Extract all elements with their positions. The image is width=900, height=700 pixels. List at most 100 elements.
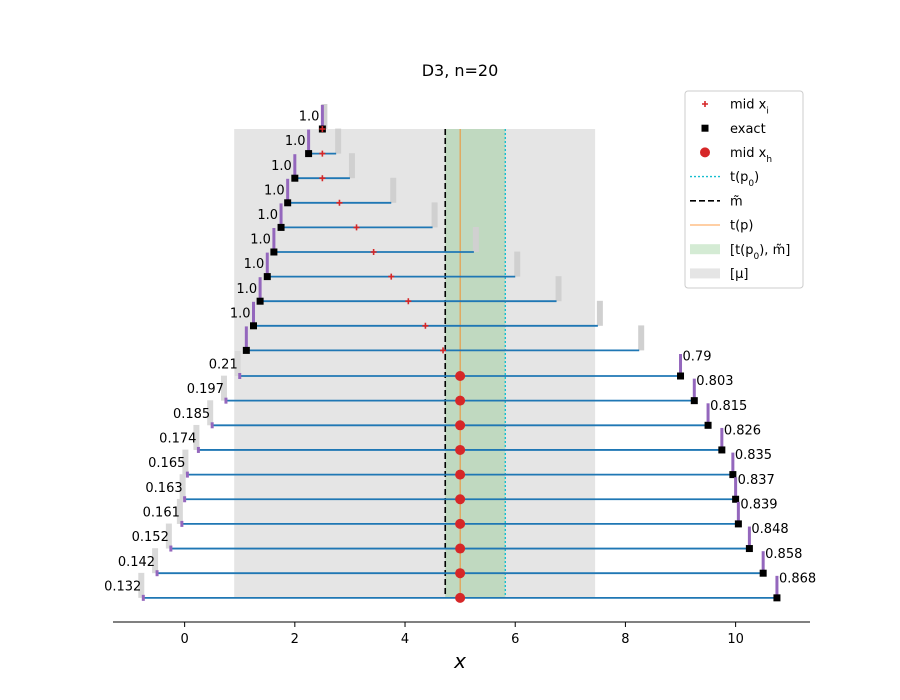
lower-right-value-label: 0.848 — [751, 522, 788, 537]
exact-marker — [759, 569, 767, 577]
exact-marker — [291, 174, 299, 182]
lower-purple-bar — [775, 575, 779, 598]
lower-right-value-label: 0.815 — [710, 399, 747, 414]
exact-marker — [270, 248, 278, 256]
upper-right-ghost-bar — [472, 227, 479, 252]
lower-left-end-mark — [169, 545, 173, 552]
upper-right-ghost-bar — [335, 128, 342, 154]
upper-value-label: 1.0 — [257, 208, 278, 223]
lower-purple-bar — [734, 477, 738, 500]
lower-purple-bar — [679, 354, 683, 376]
lower-left-ghost-bar — [182, 449, 189, 475]
exact-marker — [729, 471, 737, 479]
legend-exact-icon — [701, 124, 709, 132]
legend-label: exact — [730, 122, 766, 137]
lower-right-value-label: 0.803 — [696, 374, 733, 389]
chart-title: D3, n=20 — [422, 61, 499, 80]
lower-left-end-mark — [238, 373, 242, 379]
legend-label: t(p) — [730, 219, 754, 234]
mid-xh-marker — [455, 420, 466, 431]
legend-label: mid xh — [730, 146, 772, 165]
upper-value-label: 1.0 — [271, 159, 292, 174]
lower-left-value-label: 0.152 — [132, 530, 169, 545]
mid-xh-marker — [455, 371, 466, 381]
upper-purple-bar — [307, 129, 311, 154]
lower-left-ghost-bar — [165, 523, 172, 549]
legend-mid-xi-icon — [702, 101, 708, 107]
lower-left-value-label: 0.21 — [209, 358, 238, 373]
legend-grey-band-icon — [690, 268, 720, 279]
lower-right-value-label: 0.839 — [740, 497, 777, 512]
lower-purple-bar — [736, 501, 740, 524]
x-axis: 0 2 4 6 8 10 — [113, 621, 810, 647]
mid-xh-marker — [455, 592, 466, 603]
lower-left-end-mark — [185, 471, 189, 478]
x-tick-label: 8 — [621, 632, 629, 647]
legend-mid-xh-icon — [700, 147, 710, 158]
mid-xh-marker — [455, 568, 466, 579]
upper-purple-bar — [244, 326, 248, 351]
mid-xi-marker — [440, 347, 447, 354]
lower-left-value-label: 0.142 — [118, 555, 155, 570]
exact-marker — [242, 346, 250, 354]
exact-marker — [677, 372, 685, 380]
lower-purple-bar — [731, 452, 735, 475]
lower-purple-bar — [761, 551, 765, 574]
mid-xh-marker — [455, 469, 466, 480]
mid-xi-marker — [422, 322, 429, 329]
exact-marker — [250, 322, 258, 330]
lower-right-value-label: 0.837 — [738, 473, 775, 488]
x-tick-label: 10 — [727, 632, 744, 647]
lower-left-value-label: 0.174 — [159, 432, 196, 447]
lower-left-ghost-bar — [234, 351, 241, 376]
lower-left-ghost-bar — [193, 424, 200, 450]
upper-purple-bar — [286, 178, 290, 203]
upper-right-ghost-bar — [514, 251, 521, 277]
x-axis-label: x — [453, 649, 466, 673]
lower-left-value-label: 0.197 — [187, 382, 224, 397]
mid-xi-marker — [370, 249, 377, 255]
upper-right-ghost-bar — [390, 177, 397, 203]
upper-value-label: 1.0 — [236, 282, 257, 297]
interval-rows: 1.0 1.0 1.0 1.0 1.0 1.0 1.0 1.0 1.0 0.21 0.79 0.197… — [104, 104, 816, 603]
upper-right-ghost-bar — [348, 153, 355, 179]
lower-purple-bar — [706, 403, 710, 426]
lower-right-value-label: 0.79 — [683, 350, 712, 365]
exact-marker — [263, 273, 271, 281]
exact-marker — [773, 594, 781, 602]
upper-right-ghost-bar — [555, 276, 562, 302]
mid-xi-marker — [319, 150, 326, 157]
upper-value-label: 1.0 — [250, 233, 271, 248]
exact-marker — [734, 520, 742, 528]
exact-marker — [745, 545, 753, 553]
mid-xi-marker — [319, 175, 326, 182]
lower-left-end-mark — [210, 422, 214, 429]
lower-left-end-mark — [224, 397, 228, 404]
mid-xh-marker — [455, 518, 466, 529]
mid-xi-marker — [353, 224, 360, 231]
lower-right-value-label: 0.835 — [735, 448, 772, 463]
upper-value-label: 1.0 — [244, 257, 265, 272]
upper-purple-bar — [252, 301, 256, 326]
lower-right-value-label: 0.858 — [765, 547, 802, 562]
upper-purple-bar — [272, 228, 276, 252]
exact-marker — [277, 223, 285, 231]
mid-xi-marker — [336, 199, 343, 206]
x-tick-label: 2 — [291, 632, 299, 647]
upper-right-ghost-bar — [431, 202, 438, 228]
mid-xh-marker — [455, 395, 466, 406]
x-tick-label: 0 — [180, 632, 188, 647]
upper-right-ghost-bar — [321, 104, 328, 129]
upper-value-label: 1.0 — [285, 134, 306, 149]
legend: mid xi exact mid xh t(p0) m̃ t(p) [t(p0), m̃] [… — [684, 90, 804, 289]
upper-value-label: 1.0 — [299, 110, 320, 125]
exact-marker — [732, 495, 740, 503]
lower-left-ghost-bar — [207, 400, 214, 426]
exact-marker — [284, 199, 292, 207]
lower-left-value-label: 0.161 — [143, 505, 180, 520]
exact-marker — [704, 421, 712, 429]
legend-label: m̃ — [730, 194, 743, 209]
x-tick-label: 4 — [401, 632, 409, 647]
lower-left-end-mark — [141, 594, 145, 601]
